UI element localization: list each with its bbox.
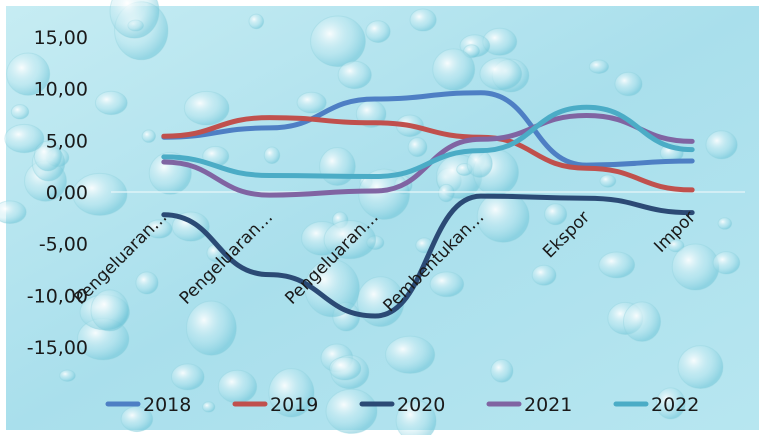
series-line-2019 (161, 115, 695, 193)
y-tick-label: 15,00 (34, 27, 88, 49)
water-drop (10, 104, 30, 120)
y-axis-tick-labels: 15,00 10,00 5,00 0,00 -5,00 -10,00 -15,00 (27, 27, 88, 359)
water-drop (325, 388, 378, 434)
water-drop (599, 174, 617, 188)
water-drop (531, 264, 557, 286)
water-drop (409, 8, 437, 32)
water-drop (544, 203, 568, 226)
y-tick-label: -15,00 (27, 337, 88, 359)
y-tick-label: -5,00 (39, 234, 88, 256)
series-lines (161, 90, 695, 319)
water-drop (614, 71, 643, 97)
water-drop (705, 130, 738, 160)
water-drop (490, 358, 514, 383)
water-drop (33, 140, 63, 172)
water-drop (337, 60, 372, 90)
water-drop (0, 200, 27, 224)
water-drop (588, 59, 610, 74)
water-drop (263, 146, 281, 165)
water-drop (319, 147, 356, 187)
water-drop (145, 219, 173, 239)
water-drop (72, 172, 128, 216)
water-drop (677, 345, 724, 390)
legend: 2018 2019 2020 2021 2022 (105, 394, 699, 416)
water-drop (109, 0, 160, 39)
water-drop (323, 219, 377, 260)
legend-label-2021: 2021 (524, 394, 572, 416)
water-drop (186, 300, 237, 356)
legend-label-2019: 2019 (270, 394, 318, 416)
water-drop (667, 239, 685, 253)
water-drop (466, 149, 493, 178)
water-drop (437, 183, 455, 203)
water-drop (407, 137, 428, 158)
water-drop (717, 217, 733, 230)
water-drop (248, 13, 265, 30)
water-drop (476, 191, 530, 243)
water-drop (296, 91, 327, 114)
water-drop (671, 243, 720, 291)
y-tick-label: -10,00 (27, 285, 88, 307)
water-drop (622, 301, 662, 342)
water-drop (429, 271, 465, 298)
legend-label-2022: 2022 (651, 394, 699, 416)
water-drop (202, 401, 216, 413)
water-drop (94, 90, 128, 116)
water-drop (59, 369, 76, 382)
water-drop (395, 399, 437, 435)
water-drop-texture (0, 0, 741, 435)
water-drop (135, 271, 159, 295)
water-drop (170, 363, 205, 391)
legend-label-2020: 2020 (397, 394, 445, 416)
water-drop (385, 335, 436, 374)
water-drop (268, 368, 315, 418)
water-drop (183, 90, 230, 126)
water-drop (479, 57, 523, 91)
water-drop (358, 168, 411, 220)
series-line-2022 (161, 104, 695, 179)
water-drop (6, 52, 51, 96)
water-drop (141, 129, 156, 143)
y-tick-label: 0,00 (46, 182, 88, 204)
water-drop (598, 251, 636, 279)
series-line-2020 (161, 193, 695, 319)
water-drop (304, 259, 360, 318)
legend-label-2018: 2018 (143, 394, 191, 416)
y-tick-label: 10,00 (34, 79, 88, 101)
water-drop (217, 369, 258, 404)
water-drop (310, 15, 366, 68)
water-drop (90, 289, 130, 332)
water-drop (655, 387, 686, 420)
water-drop (328, 356, 362, 381)
water-drop (712, 251, 741, 275)
water-drop (4, 123, 45, 154)
water-drop (365, 20, 391, 43)
series-line-2018 (161, 90, 695, 168)
y-tick-label: 5,00 (46, 130, 88, 152)
water-drop (432, 48, 476, 91)
